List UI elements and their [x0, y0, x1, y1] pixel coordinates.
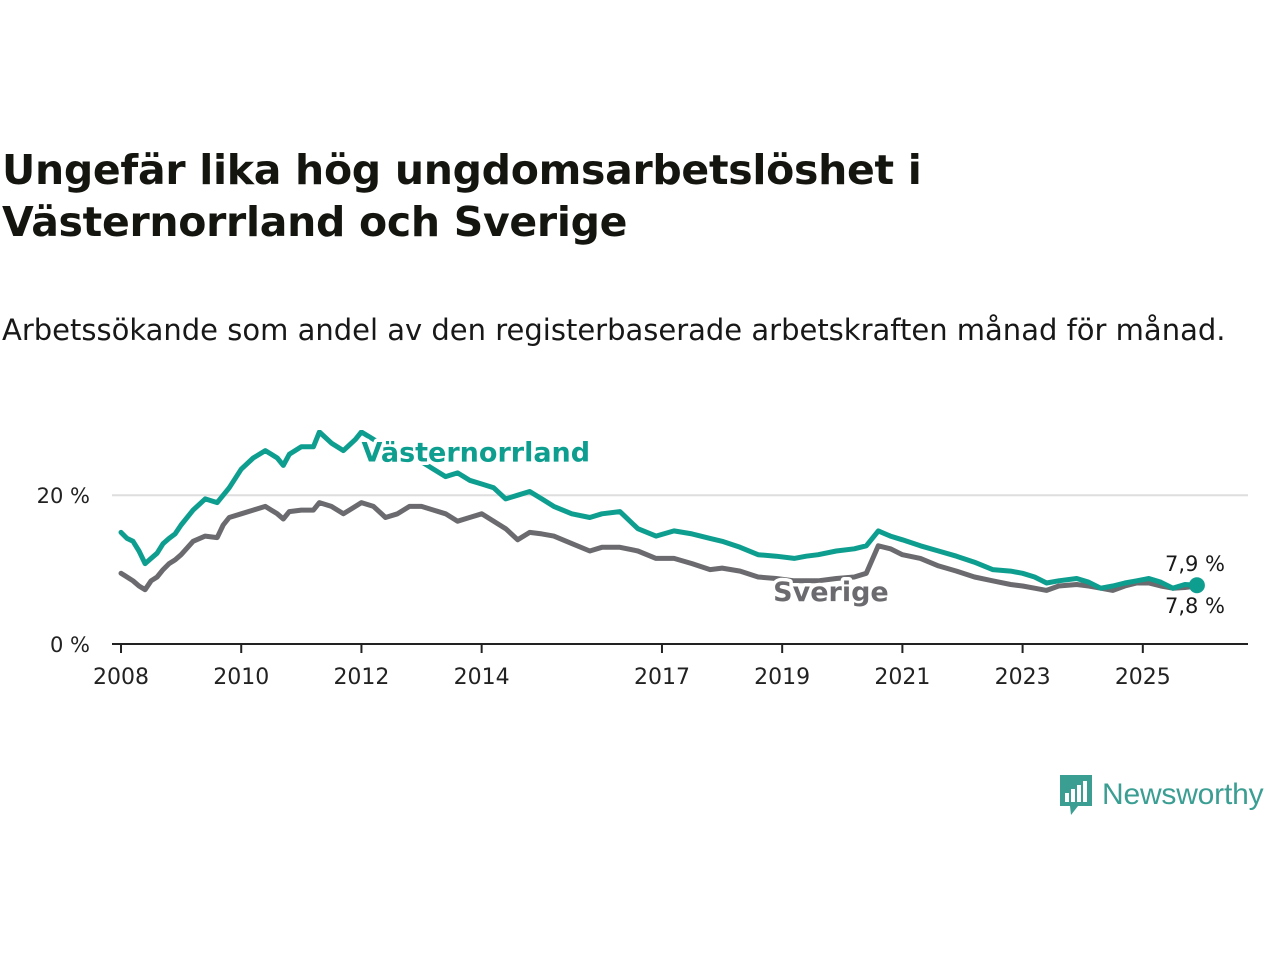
endpoint-marker-vasternorrland: [1188, 577, 1205, 594]
chart-subtitle: Arbetssökande som andel av den registerb…: [2, 313, 1226, 347]
series-line-sverige: [118, 500, 1200, 593]
series-line-vasternorrland: [118, 430, 1200, 591]
newsworthy-logo-icon: [1060, 775, 1092, 815]
x-tick-label: 2014: [454, 665, 510, 690]
x-tick-label: 2025: [1115, 665, 1171, 690]
newsworthy-logo: Newsworthy: [1058, 773, 1264, 817]
axis-layer: 0 % 20 % 2008 2010 2012 2014 2017 2019 2021 2023 2…: [37, 484, 1248, 690]
x-tick-label: 2012: [333, 665, 389, 690]
brand-name: Newsworthy: [1102, 778, 1264, 811]
x-tick-label: 2021: [874, 665, 930, 690]
x-tick-label: 2017: [634, 665, 690, 690]
y-tick-label: 0 %: [50, 633, 90, 657]
end-label-vasternorrland: 7,9 %: [1165, 552, 1225, 576]
end-label-sverige: 7,8 %: [1165, 594, 1225, 618]
chart-title: Ungefär lika hög ungdomsarbetslöshet i V…: [2, 146, 922, 246]
x-tick-label: 2008: [93, 665, 149, 690]
series-label-vasternorrland: Västernorrland: [361, 438, 590, 469]
line-chart: 0 % 20 % 2008 2010 2012 2014 2017 2019 2021 2023 2…: [37, 430, 1248, 690]
series-label-sverige: Sverige: [773, 577, 889, 608]
y-tick-label: 20 %: [37, 484, 90, 508]
x-tick-label: 2010: [213, 665, 269, 690]
x-tick-label: 2023: [995, 665, 1051, 690]
series-layer: [118, 430, 1205, 594]
label-layer: Västernorrland Sverige 7,9 % 7,8 %: [358, 434, 1228, 620]
x-tick-label: 2019: [754, 665, 810, 690]
